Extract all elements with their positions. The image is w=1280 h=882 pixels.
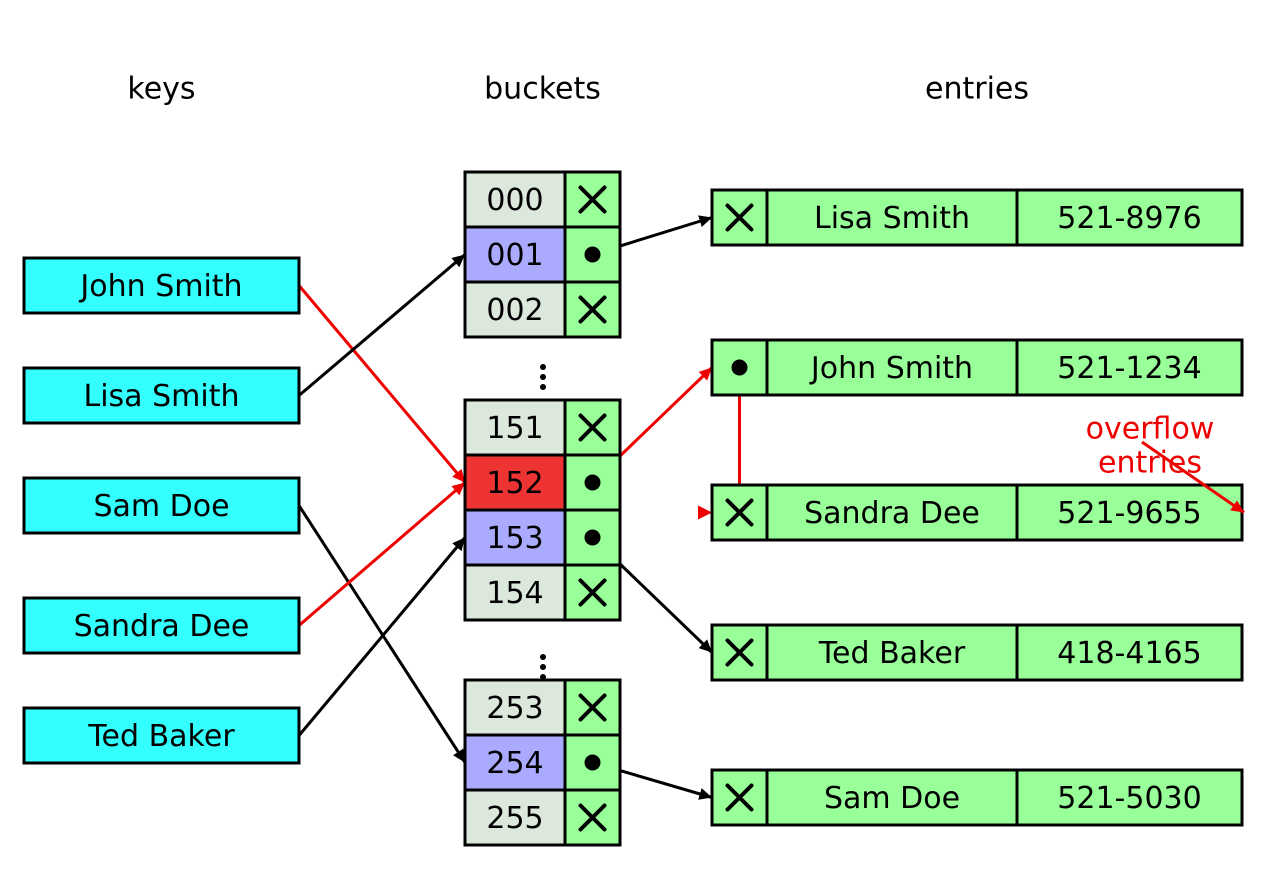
svg-text:Sam Doe: Sam Doe — [93, 489, 229, 524]
svg-text:521-5030: 521-5030 — [1057, 781, 1201, 816]
overflow-label: entries — [1098, 446, 1202, 481]
svg-text:255: 255 — [486, 801, 543, 836]
hash-table-diagram: keys buckets entries John Smith Lisa Smith Sa… — [0, 0, 1280, 882]
svg-text:253: 253 — [486, 691, 543, 726]
svg-text:John Smith: John Smith — [78, 269, 242, 304]
svg-text:002: 002 — [486, 293, 543, 328]
svg-text:Ted Baker: Ted Baker — [818, 636, 966, 671]
svg-text:001: 001 — [486, 238, 543, 273]
svg-text:152: 152 — [486, 466, 543, 501]
svg-text:000: 000 — [486, 183, 543, 218]
svg-text:521-8976: 521-8976 — [1057, 201, 1201, 236]
svg-text:Sandra Dee: Sandra Dee — [804, 496, 980, 531]
svg-text:John Smith: John Smith — [809, 351, 973, 386]
overflow-label: overflow — [1086, 412, 1215, 447]
svg-text:154: 154 — [486, 576, 543, 611]
svg-text:Lisa Smith: Lisa Smith — [84, 379, 240, 414]
header-keys: keys — [127, 72, 195, 107]
svg-text:153: 153 — [486, 521, 543, 556]
svg-text:Lisa Smith: Lisa Smith — [814, 201, 970, 236]
header-entries: entries — [925, 72, 1029, 107]
svg-text:Sandra Dee: Sandra Dee — [74, 609, 250, 644]
svg-text:Ted Baker: Ted Baker — [87, 719, 235, 754]
svg-text:521-9655: 521-9655 — [1057, 496, 1201, 531]
svg-text:151: 151 — [486, 411, 543, 446]
svg-text:Sam Doe: Sam Doe — [824, 781, 960, 816]
svg-text:418-4165: 418-4165 — [1057, 636, 1201, 671]
svg-text:254: 254 — [486, 746, 543, 781]
header-buckets: buckets — [484, 72, 601, 107]
svg-text:521-1234: 521-1234 — [1057, 351, 1201, 386]
